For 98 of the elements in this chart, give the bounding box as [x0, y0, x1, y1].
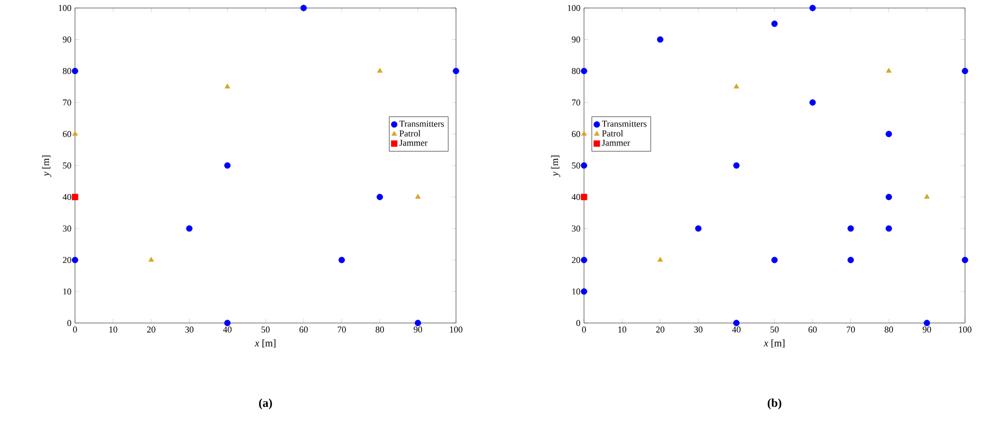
point	[338, 256, 345, 264]
point	[924, 194, 930, 199]
x-tick-label: 90	[922, 326, 932, 333]
y-tick-label: 10	[572, 288, 580, 295]
y-axis-title: y [m]	[551, 156, 560, 177]
legend-label: Transmitters	[602, 120, 646, 127]
y-tick-label: 20	[62, 256, 72, 264]
text: (b)	[768, 398, 782, 410]
y-tick-label: 100	[58, 4, 72, 12]
x-tick-label: 100	[450, 326, 462, 333]
point	[580, 68, 588, 74]
x-tick-label: 80	[376, 326, 384, 333]
point	[580, 162, 588, 169]
x-tick-label: 30	[694, 326, 702, 333]
x-tick-label: 90	[414, 326, 422, 333]
point	[809, 99, 816, 106]
x-tick-label: 70	[338, 326, 346, 333]
x-tick-label: 0	[73, 326, 77, 333]
point	[72, 194, 78, 200]
x-tick-label: 20	[147, 326, 156, 333]
text: (a)	[259, 398, 272, 410]
point	[581, 130, 587, 136]
point	[771, 20, 778, 27]
x-tick-label: 20	[656, 326, 664, 333]
point	[809, 4, 816, 12]
point	[580, 194, 588, 200]
y-tick-label: 80	[62, 68, 72, 74]
x-axis-title: x [m]	[764, 339, 784, 348]
x-tick-label: 80	[884, 326, 893, 333]
x-tick-label: 50	[770, 326, 779, 333]
y-tick-label: 70	[63, 99, 72, 106]
point	[848, 256, 854, 264]
point	[300, 4, 307, 12]
point	[186, 225, 192, 232]
y-tick-label: 0	[67, 320, 72, 326]
y-tick-label: 50	[572, 162, 580, 169]
point	[886, 130, 892, 138]
y-tick-label: 100	[568, 4, 580, 12]
x-tick-label: 60	[300, 326, 308, 333]
y-tick-label: 0	[576, 320, 580, 326]
y-tick-label: 20	[572, 256, 580, 264]
point	[72, 68, 78, 74]
point	[657, 256, 663, 262]
y-tick-label: 40	[62, 194, 72, 200]
y-tick-label: 70	[572, 99, 580, 106]
legend-label: Transmitters	[399, 120, 444, 127]
x-tick-label: 60	[808, 326, 817, 333]
y-tick-label: 40	[572, 194, 580, 200]
point	[924, 320, 930, 326]
legend-label: Patrol	[602, 130, 624, 136]
point	[376, 194, 383, 200]
y-tick-label: 50	[63, 162, 72, 169]
point	[377, 68, 383, 73]
point	[224, 162, 231, 169]
y-tick-label: 80	[572, 68, 580, 74]
x-tick-label: 10	[109, 326, 118, 333]
x-tick-label: 10	[618, 326, 626, 333]
y-tick-label: 60	[572, 130, 580, 138]
point	[415, 194, 421, 199]
point	[224, 84, 230, 88]
legend-label: Jammer	[602, 140, 630, 146]
point	[886, 225, 892, 232]
point	[733, 320, 740, 326]
legend-label: Patrol	[399, 130, 420, 136]
point	[72, 130, 78, 136]
legend-label: Jammer	[399, 140, 428, 146]
y-tick-label: 30	[572, 225, 580, 232]
y-axis-title: y [m]	[42, 156, 52, 177]
point	[962, 256, 968, 264]
point	[72, 256, 78, 264]
point	[148, 256, 154, 262]
point	[962, 68, 968, 74]
y-tick-label: 90	[572, 36, 580, 43]
x-axis-title: x [m]	[254, 339, 276, 348]
y-tick-label: 60	[62, 130, 72, 138]
x-tick-label: 0	[582, 326, 586, 333]
point	[886, 68, 892, 73]
point	[771, 256, 778, 264]
x-tick-label: 40	[732, 326, 741, 333]
x-tick-label: 50	[262, 326, 270, 333]
x-tick-label: 40	[223, 326, 232, 333]
point	[657, 36, 664, 43]
point	[452, 68, 460, 74]
point	[734, 84, 740, 88]
point	[733, 162, 740, 169]
x-tick-label: 70	[846, 326, 855, 333]
point	[414, 320, 422, 326]
point	[848, 225, 854, 232]
point	[886, 194, 892, 200]
point	[580, 288, 588, 295]
y-tick-label: 10	[63, 288, 72, 295]
point	[224, 320, 231, 326]
point	[695, 225, 702, 232]
x-tick-label: 100	[959, 326, 972, 333]
point	[580, 256, 588, 264]
x-tick-label: 30	[185, 326, 194, 333]
y-tick-label: 90	[62, 36, 72, 43]
y-tick-label: 30	[62, 225, 72, 232]
